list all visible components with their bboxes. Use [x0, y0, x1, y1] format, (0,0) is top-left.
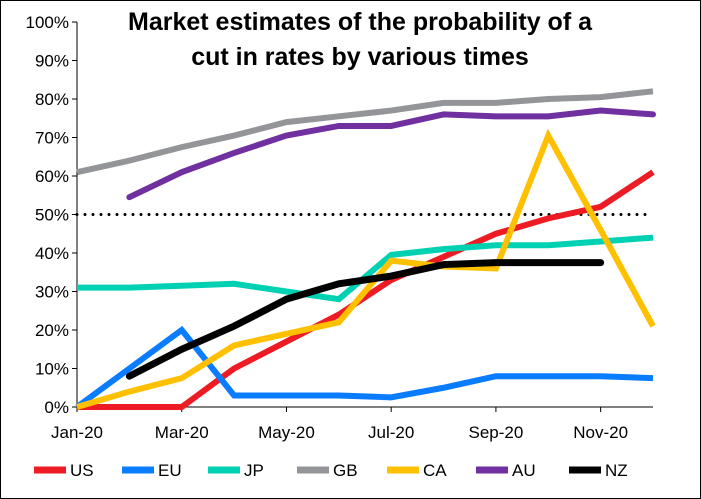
legend-label: US	[70, 461, 94, 480]
series-line-ca	[76, 128, 656, 410]
y-tick-label: 20%	[35, 321, 69, 340]
legend-label: JP	[244, 461, 264, 480]
x-tick-label: Jul-20	[368, 423, 414, 442]
x-tick-label: Sep-20	[468, 423, 523, 442]
series-line-nz	[125, 259, 605, 380]
y-tick-label: 50%	[35, 206, 69, 225]
series-line-gb	[76, 88, 654, 176]
legend-item-eu: EU	[122, 461, 182, 480]
x-tick-label: Nov-20	[573, 423, 628, 442]
legend-label: NZ	[605, 461, 628, 480]
legend-label: EU	[158, 461, 182, 480]
series-line-eu	[75, 325, 654, 410]
y-tick-label: 40%	[35, 244, 69, 263]
legend-item-us: US	[34, 461, 94, 480]
x-tick-label: Mar-20	[155, 423, 209, 442]
x-tick-label: May-20	[258, 423, 315, 442]
chart-title-line-2: cut in rates by various times	[191, 43, 529, 71]
y-tick-label: 100%	[26, 13, 69, 32]
legend-item-gb: GB	[297, 461, 358, 480]
series-line-au	[126, 107, 656, 201]
legend-item-nz: NZ	[569, 461, 628, 480]
legend-item-ca: CA	[387, 461, 447, 480]
y-tick-label: 0%	[44, 398, 69, 417]
legend-item-au: AU	[476, 461, 536, 480]
y-tick-label: 30%	[35, 283, 69, 302]
chart-title-line-1: Market estimates of the probability of a	[128, 8, 593, 36]
legend-item-jp: JP	[208, 461, 264, 480]
series-line-us	[77, 169, 655, 410]
legend-label: GB	[333, 461, 358, 480]
x-tick-label: Jan-20	[51, 423, 103, 442]
y-tick-label: 10%	[35, 360, 69, 379]
y-tick-label: 60%	[35, 167, 69, 186]
legend-label: CA	[423, 461, 447, 480]
y-tick-label: 70%	[35, 129, 69, 148]
y-tick-label: 80%	[35, 90, 69, 109]
y-tick-label: 90%	[35, 52, 69, 71]
legend-label: AU	[512, 461, 536, 480]
